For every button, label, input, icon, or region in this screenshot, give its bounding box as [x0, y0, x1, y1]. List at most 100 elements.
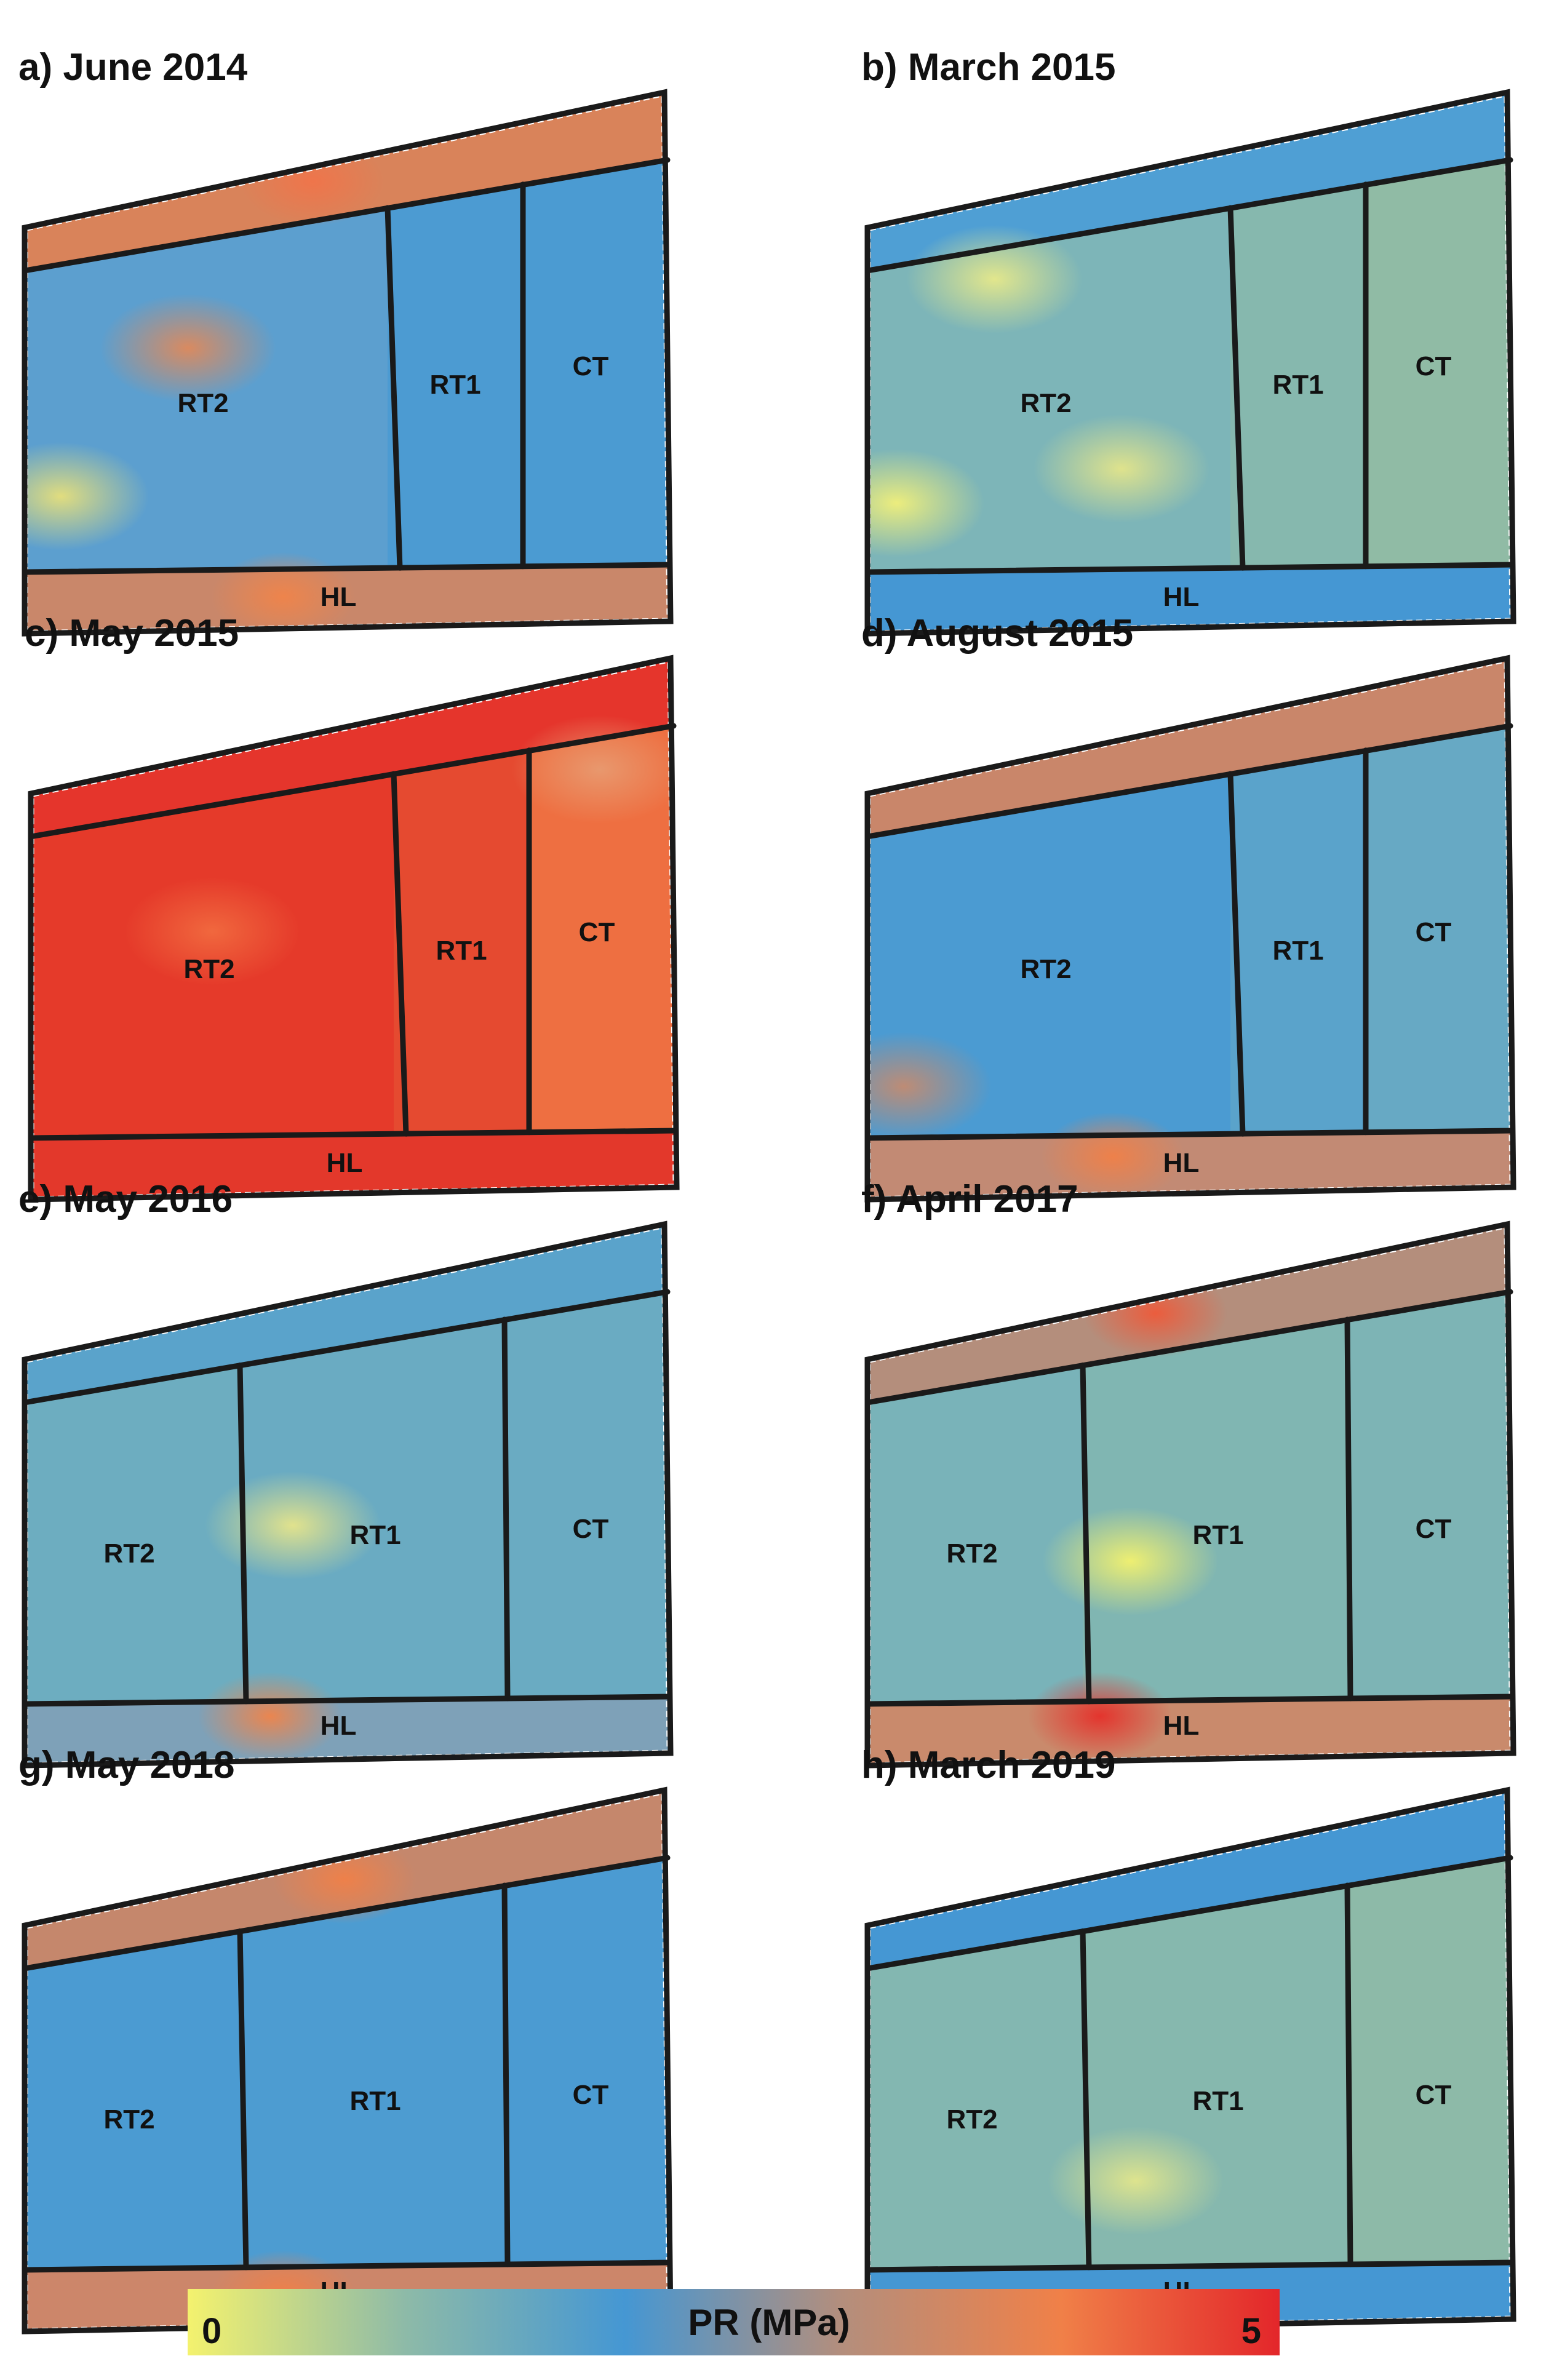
panel-outline — [28, 655, 680, 1203]
zone-label-rt1: RT1 — [1272, 936, 1323, 966]
zone-label-hl: HL — [1163, 582, 1200, 612]
pr-hotspot — [906, 225, 1083, 333]
zone-label-hl: HL — [1163, 1148, 1200, 1178]
panel-title: e) May 2016 — [18, 1178, 233, 1220]
zone-boundaries — [864, 1786, 1516, 2334]
rt2-rt1-boundary-line — [1080, 1362, 1092, 1705]
pr-hotspot — [205, 1471, 381, 1580]
panels-layer: a) June 2014 RT2 RT1 CT HL b) March 2015 RT2 RT… — [18, 46, 1516, 2334]
panel-outline — [22, 1220, 674, 1769]
zone-label-hl: HL — [321, 582, 357, 612]
pr-hotspot — [1048, 2127, 1224, 2235]
panel-title: c) May 2015 — [25, 612, 239, 655]
map-panel: a) June 2014 RT2 RT1 CT HL — [18, 46, 674, 637]
legend-min-label: 0 — [202, 2311, 221, 2351]
zone-hl — [25, 1697, 671, 1765]
zone-label-ct: CT — [573, 2080, 609, 2110]
upper-boundary-line — [22, 1855, 671, 1972]
zone-label-rt1: RT1 — [1192, 2086, 1243, 2116]
zone-hl — [31, 1131, 677, 1200]
map-panel: c) May 2015 RT2 RT1 CT HL — [25, 612, 680, 1203]
hl-boundary-line — [28, 1128, 679, 1141]
zone-ct — [523, 160, 669, 567]
zone-rt2 — [25, 1931, 240, 2270]
zone-boundaries — [28, 655, 680, 1203]
zone-ct — [1347, 1292, 1512, 1699]
zone-label-rt2: RT2 — [946, 1538, 997, 1569]
zone-ct — [504, 1292, 669, 1699]
zone-ct — [1366, 726, 1512, 1132]
upper-boundary-line — [864, 1289, 1513, 1406]
zone-label-rt2: RT2 — [177, 388, 228, 418]
map-panel: d) August 2015 RT2 RT1 CT HL — [861, 612, 1516, 1203]
map-panel: h) March 2019RT2RT1CTHL — [861, 1744, 1516, 2334]
zone-rt1 — [1230, 184, 1366, 568]
zone-upper-strip — [867, 658, 1507, 837]
panel-title: a) June 2014 — [18, 46, 248, 89]
pr-hotspot — [25, 442, 149, 551]
map-panel: g) May 2018RT2RT1CTHL — [18, 1744, 674, 2334]
zone-label-hl: HL — [321, 1711, 357, 1741]
hl-boundary-line — [22, 1693, 672, 1707]
panel-outline — [864, 1786, 1516, 2334]
zone-hl — [867, 565, 1513, 634]
legend-title: PR (MPa) — [688, 2302, 850, 2343]
panel-outline — [864, 1220, 1516, 1769]
zone-label-rt2: RT2 — [1020, 388, 1071, 418]
zone-rt2 — [867, 1931, 1083, 2270]
panel-outline — [864, 655, 1516, 1203]
zone-label-rt2: RT2 — [103, 2104, 154, 2135]
rt2-rt1-boundary-line — [237, 1928, 249, 2271]
legend-color-bar — [188, 2289, 1280, 2355]
zone-hl — [867, 1131, 1513, 1200]
zone-label-rt1: RT1 — [1272, 370, 1323, 400]
hl-boundary-line — [864, 1693, 1515, 1707]
zone-upper-strip — [31, 658, 671, 837]
zone-label-ct: CT — [1416, 1514, 1452, 1544]
pr-hotspot — [867, 1032, 992, 1140]
zone-ct — [1366, 160, 1512, 567]
zone-boundaries — [22, 89, 674, 637]
rt1-ct-boundary-line — [1344, 1316, 1353, 1701]
pr-hotspot — [198, 1672, 342, 1761]
zone-label-ct: CT — [1416, 351, 1452, 381]
hl-boundary-line — [864, 562, 1515, 575]
zone-label-rt2: RT2 — [183, 954, 234, 984]
hl-boundary-line — [22, 2259, 672, 2273]
hl-boundary-line — [22, 562, 672, 575]
zone-label-rt1: RT1 — [436, 936, 487, 966]
zone-label-ct: CT — [1416, 917, 1452, 947]
upper-boundary-line — [22, 157, 671, 274]
rt1-ct-boundary-line — [501, 1316, 511, 1701]
zone-rt1 — [388, 184, 523, 568]
zone-label-rt1: RT1 — [1192, 1520, 1243, 1550]
map-panel: e) May 2016 RT2 RT1 CT HL — [18, 1178, 674, 1769]
hl-boundary-line — [864, 1128, 1515, 1141]
panel-title: g) May 2018 — [18, 1744, 235, 1786]
pr-hotspot — [1028, 1672, 1172, 1761]
zone-label-ct: CT — [1416, 2080, 1452, 2110]
upper-boundary-line — [22, 1289, 671, 1406]
color-legend: 0 PR (MPa) 5 — [188, 2289, 1280, 2355]
zone-label-rt2: RT2 — [946, 2104, 997, 2135]
zone-label-hl: HL — [1163, 1711, 1200, 1741]
panel-title: f) April 2017 — [861, 1178, 1078, 1220]
rt1-ct-boundary-line — [501, 1882, 511, 2267]
pr-hotspot — [512, 715, 677, 824]
panel-outline — [864, 89, 1516, 637]
zone-label-hl: HL — [327, 1148, 363, 1178]
pr-hotspot — [100, 294, 276, 402]
upper-boundary-line — [864, 723, 1513, 840]
zone-label-ct: CT — [579, 917, 615, 947]
zone-rt2 — [867, 1365, 1083, 1704]
zone-label-ct: CT — [573, 351, 609, 381]
zone-label-rt1: RT1 — [429, 370, 480, 400]
panel-title: d) August 2015 — [861, 612, 1133, 655]
legend-max-label: 5 — [1241, 2311, 1261, 2351]
pr-hotspot — [1034, 415, 1209, 523]
zone-rt1 — [240, 1885, 504, 2267]
zone-ct — [529, 726, 675, 1132]
panel-title: h) March 2019 — [861, 1744, 1116, 1786]
map-panel: f) April 2017 RT2 RT1 CT HL — [861, 1178, 1516, 1769]
